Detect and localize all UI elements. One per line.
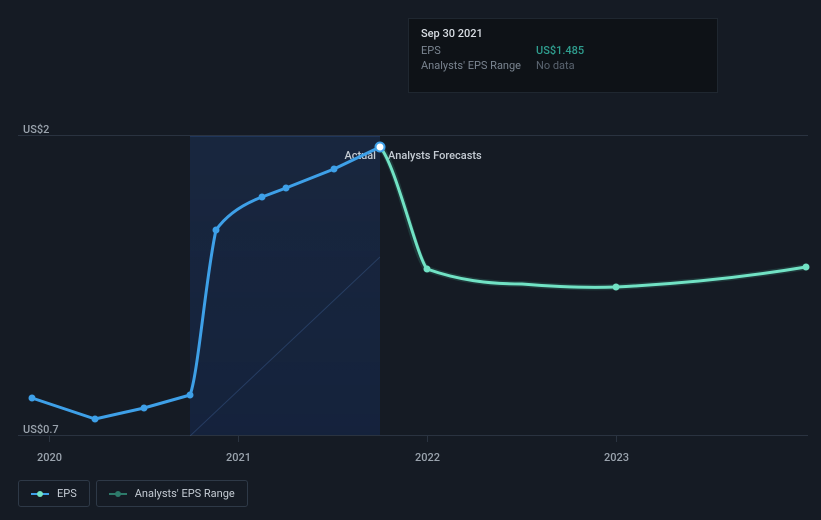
tooltip-value: No data bbox=[536, 59, 575, 72]
x-axis-label-2020: 2020 bbox=[37, 451, 62, 464]
hover-marker[interactable] bbox=[376, 143, 385, 152]
x-axis-label-2021: 2021 bbox=[226, 451, 251, 464]
tooltip-row: EPS US$1.485 bbox=[421, 44, 705, 57]
tooltip-key: EPS bbox=[421, 44, 536, 57]
eps-point[interactable] bbox=[187, 392, 194, 399]
chart-area: US$2 US$0.7 2020 2021 2022 2023 Actual A… bbox=[18, 135, 808, 435]
eps-point[interactable] bbox=[213, 227, 220, 234]
eps-point[interactable] bbox=[92, 416, 99, 423]
legend-swatch-icon bbox=[31, 490, 49, 498]
tooltip: Sep 30 2021 EPS US$1.485 Analysts' EPS R… bbox=[408, 18, 718, 93]
tooltip-value: US$1.485 bbox=[536, 44, 584, 57]
legend-item-analysts-range[interactable]: Analysts' EPS Range bbox=[96, 480, 248, 507]
x-axis-label-2022: 2022 bbox=[415, 451, 440, 464]
eps-forecast-line[interactable] bbox=[380, 147, 806, 287]
eps-forecast-point[interactable] bbox=[613, 284, 620, 291]
eps-point[interactable] bbox=[29, 395, 36, 402]
tooltip-row: Analysts' EPS Range No data bbox=[421, 59, 705, 72]
tooltip-key: Analysts' EPS Range bbox=[421, 59, 536, 72]
chart-svg[interactable] bbox=[18, 135, 808, 440]
tooltip-date: Sep 30 2021 bbox=[421, 27, 705, 40]
eps-point[interactable] bbox=[141, 405, 148, 412]
eps-actual-line[interactable] bbox=[32, 147, 380, 419]
legend-item-eps[interactable]: EPS bbox=[18, 480, 90, 507]
eps-point[interactable] bbox=[331, 166, 338, 173]
eps-point[interactable] bbox=[283, 185, 290, 192]
eps-point[interactable] bbox=[259, 194, 266, 201]
eps-forecast-point[interactable] bbox=[424, 266, 431, 273]
legend-label: EPS bbox=[57, 487, 77, 500]
eps-forecast-point[interactable] bbox=[803, 264, 810, 271]
legend-label: Analysts' EPS Range bbox=[135, 487, 235, 500]
legend-swatch-icon bbox=[109, 490, 127, 498]
forecast-halo bbox=[380, 147, 806, 287]
x-axis-label-2023: 2023 bbox=[604, 451, 629, 464]
legend: EPS Analysts' EPS Range bbox=[18, 480, 248, 507]
